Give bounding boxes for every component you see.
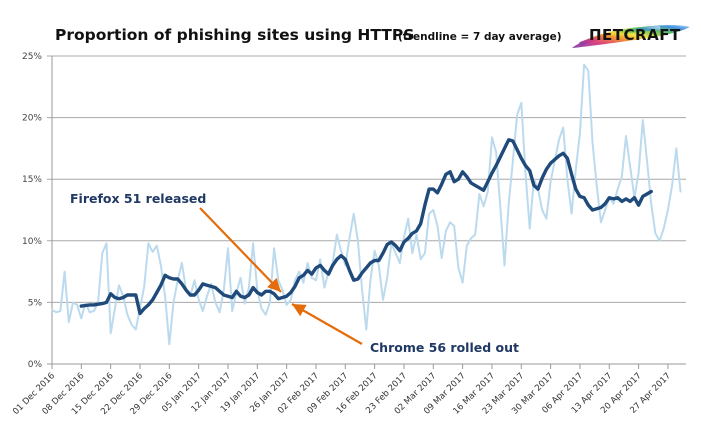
y-tick-label: 25% [22, 52, 42, 62]
y-tick-label: 10% [22, 237, 42, 247]
annotations: Firefox 51 released Chrome 56 rolled out [70, 191, 519, 355]
y-axis-ticks: 0% 5% 10% 15% 20% 25% [22, 52, 42, 370]
series-lines [51, 63, 682, 346]
y-tick-label: 5% [28, 298, 43, 308]
netcraft-logo: ΠETCRAFT [572, 25, 690, 48]
logo-text: ΠETCRAFT [589, 26, 681, 44]
trend-series-line [79, 138, 653, 316]
chart-title: Proportion of phishing sites using HTTPS [55, 26, 414, 44]
y-tick-label: 20% [22, 114, 42, 124]
annotation-arrow-firefox [199, 207, 282, 293]
chart-subtitle: (trendline = 7 day average) [398, 31, 562, 43]
annotation-firefox-51: Firefox 51 released [70, 191, 206, 206]
y-tick-label: 0% [28, 360, 43, 370]
annotation-arrow-chrome [291, 303, 363, 345]
daily-series-line [51, 63, 682, 346]
y-tick-label: 15% [22, 175, 42, 185]
annotation-chrome-56: Chrome 56 rolled out [370, 340, 519, 355]
